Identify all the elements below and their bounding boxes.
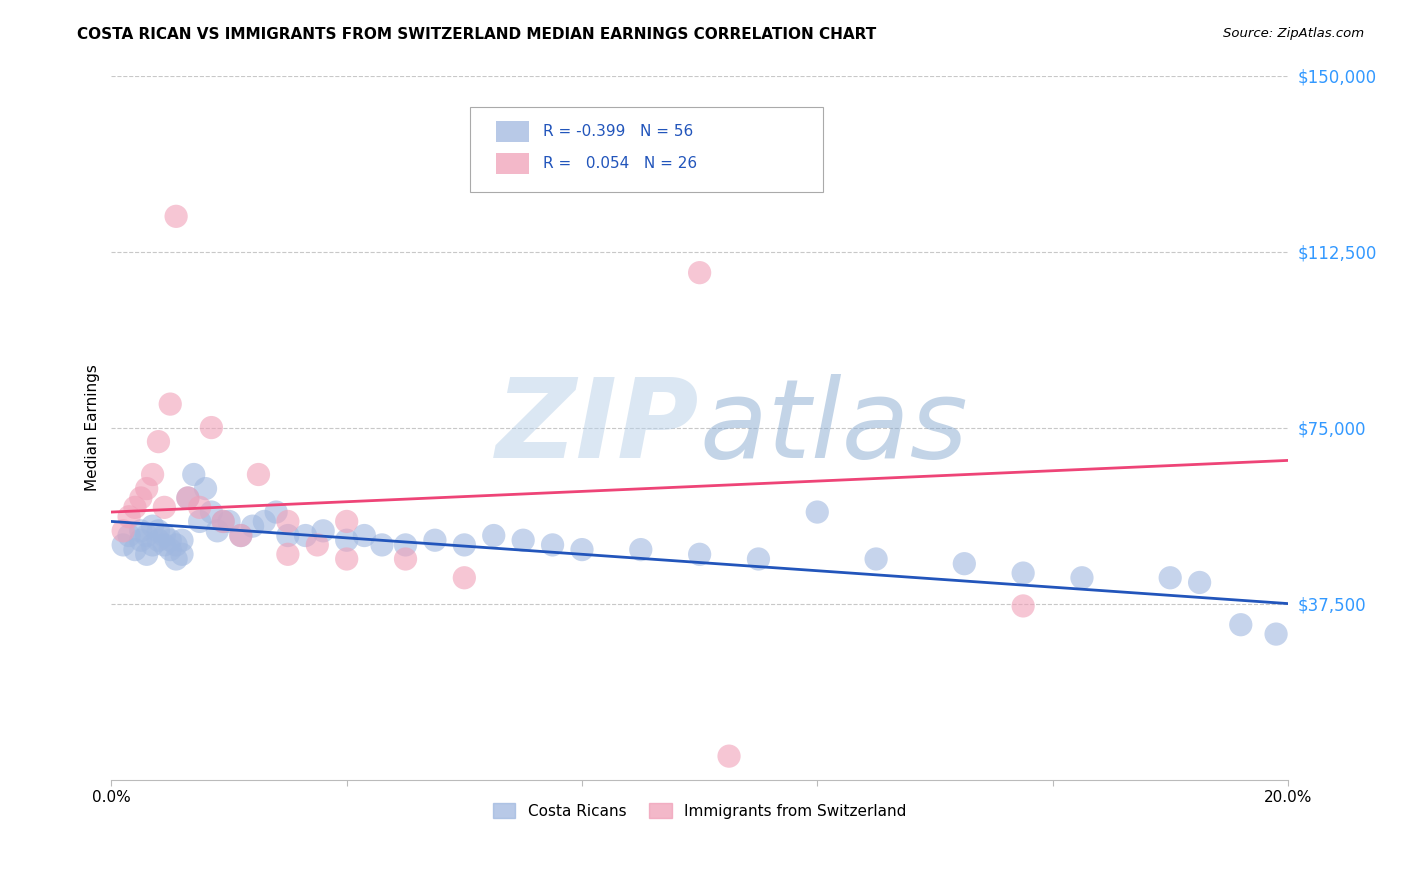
Point xyxy=(1071,571,1094,585)
Point xyxy=(200,420,222,434)
Point xyxy=(118,528,141,542)
Point xyxy=(242,519,264,533)
Point xyxy=(153,538,176,552)
Text: atlas: atlas xyxy=(700,374,969,481)
Point xyxy=(294,528,316,542)
Point xyxy=(142,467,165,482)
Point xyxy=(1159,571,1181,585)
Point xyxy=(135,547,157,561)
Point xyxy=(1229,617,1251,632)
Point xyxy=(177,491,200,505)
Point xyxy=(806,505,828,519)
Point xyxy=(148,434,170,449)
Point xyxy=(142,519,165,533)
Point xyxy=(135,528,157,542)
Point xyxy=(312,524,335,538)
Point xyxy=(165,538,187,552)
FancyBboxPatch shape xyxy=(496,153,529,174)
Point xyxy=(165,552,187,566)
Point xyxy=(689,266,711,280)
Point xyxy=(159,533,181,548)
Point xyxy=(336,515,359,529)
Point xyxy=(247,467,270,482)
Point xyxy=(1012,566,1035,580)
Point xyxy=(212,515,235,529)
Point xyxy=(394,552,416,566)
Point xyxy=(371,538,394,552)
Point xyxy=(423,533,446,548)
Point xyxy=(212,515,235,529)
Text: COSTA RICAN VS IMMIGRANTS FROM SWITZERLAND MEDIAN EARNINGS CORRELATION CHART: COSTA RICAN VS IMMIGRANTS FROM SWITZERLA… xyxy=(77,27,876,42)
Point xyxy=(718,749,741,764)
Point xyxy=(571,542,593,557)
Point xyxy=(170,533,193,548)
Point xyxy=(336,533,359,548)
Point xyxy=(229,528,252,542)
Text: ZIP: ZIP xyxy=(496,374,700,481)
Point xyxy=(159,397,181,411)
Point xyxy=(229,528,252,542)
Point xyxy=(177,491,200,505)
Point xyxy=(689,547,711,561)
FancyBboxPatch shape xyxy=(470,107,823,192)
Text: Source: ZipAtlas.com: Source: ZipAtlas.com xyxy=(1223,27,1364,40)
Point xyxy=(630,542,652,557)
Point xyxy=(953,557,976,571)
Point xyxy=(153,500,176,515)
Point xyxy=(253,515,276,529)
Point xyxy=(194,482,217,496)
Point xyxy=(129,524,152,538)
Point xyxy=(1012,599,1035,613)
Point xyxy=(394,538,416,552)
Point xyxy=(207,524,229,538)
Point xyxy=(159,542,181,557)
Point xyxy=(264,505,287,519)
Point xyxy=(453,571,475,585)
Point xyxy=(124,542,146,557)
Y-axis label: Median Earnings: Median Earnings xyxy=(86,364,100,491)
Point xyxy=(1188,575,1211,590)
Point xyxy=(112,538,135,552)
Point xyxy=(148,524,170,538)
Point xyxy=(188,500,211,515)
Legend: Costa Ricans, Immigrants from Switzerland: Costa Ricans, Immigrants from Switzerlan… xyxy=(486,797,912,825)
Text: R = -0.399   N = 56: R = -0.399 N = 56 xyxy=(543,124,693,139)
Point xyxy=(453,538,475,552)
Point xyxy=(200,505,222,519)
Point xyxy=(307,538,329,552)
Point xyxy=(142,538,165,552)
Text: R =   0.054   N = 26: R = 0.054 N = 26 xyxy=(543,156,697,171)
Point xyxy=(1265,627,1288,641)
Point xyxy=(124,500,146,515)
Point xyxy=(482,528,505,542)
Point xyxy=(336,552,359,566)
Point xyxy=(135,482,157,496)
Point xyxy=(353,528,375,542)
Point xyxy=(218,515,240,529)
Point xyxy=(277,515,299,529)
Point xyxy=(129,533,152,548)
Point xyxy=(129,491,152,505)
FancyBboxPatch shape xyxy=(496,121,529,143)
Point xyxy=(277,528,299,542)
Point xyxy=(183,467,205,482)
Point xyxy=(170,547,193,561)
Point xyxy=(165,210,187,224)
Point xyxy=(148,533,170,548)
Point xyxy=(153,528,176,542)
Point xyxy=(118,509,141,524)
Point xyxy=(512,533,534,548)
Point xyxy=(112,524,135,538)
Point xyxy=(541,538,564,552)
Point xyxy=(188,515,211,529)
Point xyxy=(277,547,299,561)
Point xyxy=(865,552,887,566)
Point xyxy=(747,552,769,566)
